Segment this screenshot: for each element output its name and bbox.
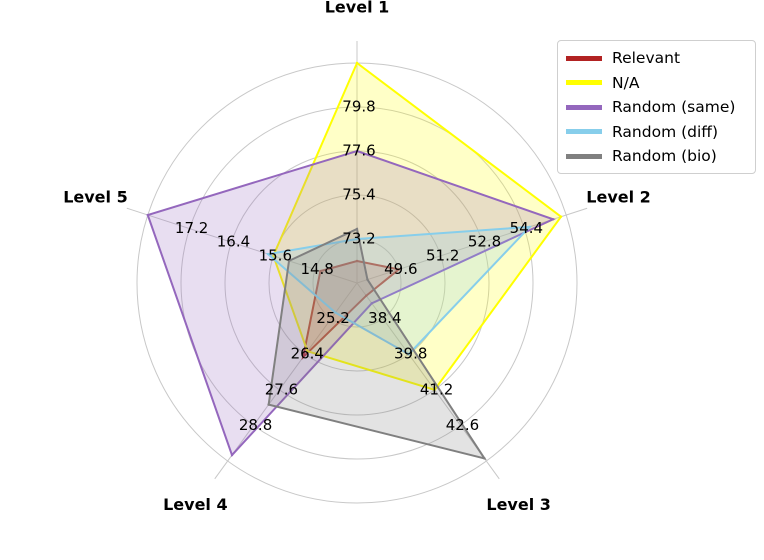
tick-label: 73.2 <box>342 230 375 248</box>
series-1 <box>272 61 563 391</box>
data-point <box>266 252 270 256</box>
axis-label: Level 2 <box>586 188 651 207</box>
data-point <box>272 254 275 258</box>
legend-swatch <box>566 80 602 86</box>
legend-swatch <box>566 153 602 159</box>
legend-item-random-diff: Random (diff) <box>566 120 747 145</box>
data-point <box>230 453 234 457</box>
data-point <box>370 302 373 305</box>
tick-label: 26.4 <box>291 345 324 363</box>
data-point <box>559 215 563 218</box>
data-point <box>433 388 436 391</box>
data-point <box>397 268 401 271</box>
tick-label: 38.4 <box>368 309 401 327</box>
tick-label: 49.6 <box>384 260 417 278</box>
data-point <box>407 352 410 356</box>
series-3 <box>265 225 533 356</box>
data-point <box>146 213 149 217</box>
data-point <box>319 269 322 273</box>
data-point <box>301 355 305 359</box>
data-point <box>355 259 359 263</box>
series-0 <box>301 259 402 361</box>
axis-label: Level 1 <box>325 0 390 17</box>
radar-axis-labels: Level 1 Level 2 Level 3 Level 4 Level 5 <box>63 0 651 514</box>
tick-label: 16.4 <box>217 233 250 251</box>
data-point <box>355 149 359 153</box>
series-polygon <box>267 227 487 461</box>
tick-label: 15.6 <box>259 246 292 264</box>
legend-label: Relevant <box>612 49 681 68</box>
tick-label: 42.6 <box>446 416 479 434</box>
legend-item-random-bio: Random (bio) <box>566 144 747 169</box>
axis-label: Level 4 <box>163 495 228 514</box>
series-polygon <box>146 149 556 457</box>
data-point <box>334 311 337 314</box>
data-point <box>551 218 555 221</box>
data-point <box>483 457 486 460</box>
legend-label: Random (bio) <box>612 147 717 166</box>
data-point <box>355 61 359 65</box>
series-4 <box>267 227 487 461</box>
axis-label: Level 3 <box>486 495 551 514</box>
legend-item-na: N/A <box>566 71 747 96</box>
tick-label: 17.2 <box>175 219 208 237</box>
legend-swatch <box>566 104 602 110</box>
data-point <box>306 350 309 353</box>
tick-label: 41.2 <box>420 380 453 398</box>
data-point <box>267 403 270 406</box>
tick-label: 75.4 <box>342 186 375 204</box>
legend-swatch <box>566 129 602 135</box>
legend-label: Random (same) <box>612 98 736 117</box>
radar-series <box>146 61 563 461</box>
legend-swatch <box>566 55 602 61</box>
data-point <box>366 278 369 281</box>
chart-legend: Relevant N/A Random (same) Random (diff)… <box>557 40 756 174</box>
legend-label: N/A <box>612 73 640 92</box>
tick-label: 52.8 <box>468 233 501 251</box>
tick-label: 14.8 <box>300 260 333 278</box>
axis-label: Level 5 <box>63 188 128 207</box>
grid-spoke <box>126 207 358 284</box>
series-polygon <box>301 259 402 361</box>
tick-label: 27.6 <box>265 380 298 398</box>
series-2 <box>146 149 556 457</box>
data-point <box>287 259 291 263</box>
radar-tick-labels: 73.2 75.4 77.6 79.8 49.6 51.2 52.8 54.4 38.4 39.8… <box>175 98 543 434</box>
grid-spoke <box>214 282 358 480</box>
data-point <box>355 227 359 231</box>
data-point <box>365 294 368 297</box>
tick-label: 28.8 <box>239 416 272 434</box>
legend-label: Random (diff) <box>612 122 719 141</box>
legend-item-relevant: Relevant <box>566 46 747 71</box>
tick-label: 39.8 <box>394 345 427 363</box>
legend-item-random-same: Random (same) <box>566 95 747 120</box>
tick-label: 25.2 <box>316 309 349 327</box>
data-point <box>355 237 359 241</box>
data-point <box>528 225 531 229</box>
tick-label: 54.4 <box>510 219 543 237</box>
series-polygon <box>265 225 533 356</box>
tick-label: 77.6 <box>342 142 375 160</box>
tick-label: 79.8 <box>342 98 375 116</box>
tick-label: 51.2 <box>426 246 459 264</box>
series-polygon <box>272 61 563 391</box>
